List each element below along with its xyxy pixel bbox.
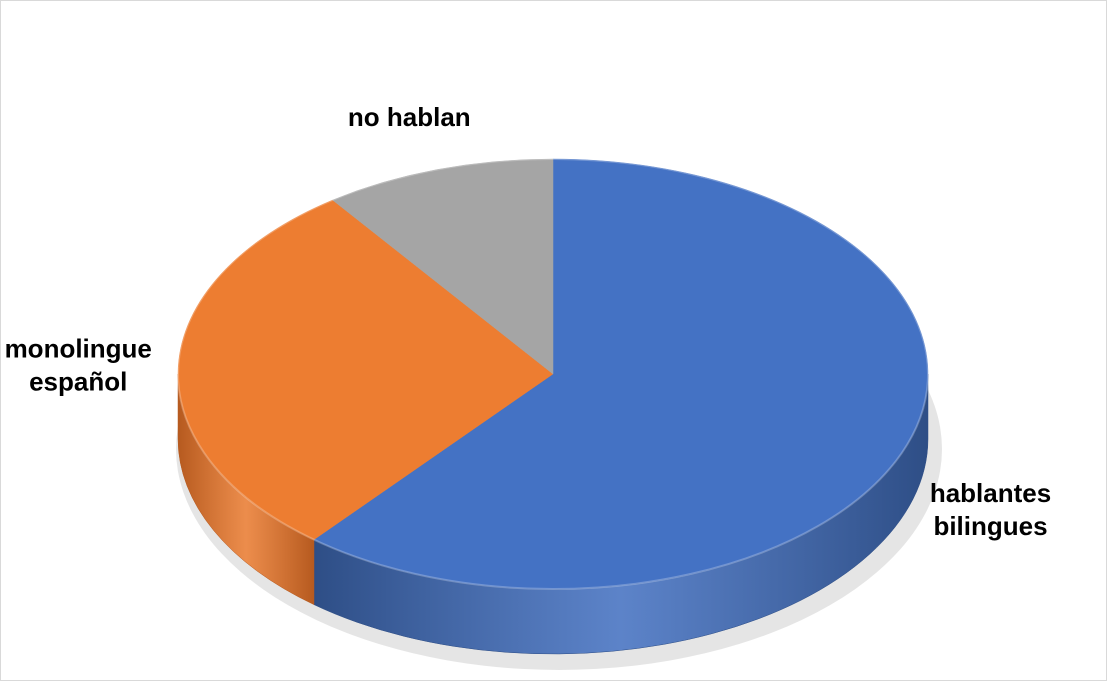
- slice-label-line: monolingue: [5, 334, 152, 364]
- slice-label-line: no hablan: [348, 102, 471, 132]
- pie-rim: [177, 158, 929, 590]
- pie-slice-3[interactable]: [332, 158, 554, 375]
- slice-label-line: hablantes: [930, 478, 1051, 508]
- slice-label-1: hablantes bilingues: [930, 478, 1051, 541]
- pie-slice-2[interactable]: [177, 199, 554, 540]
- slice-label-line: bilingues: [933, 511, 1047, 541]
- pie-slice-1[interactable]: [313, 158, 929, 590]
- slice-label-3: no hablan: [348, 102, 471, 132]
- slice-label-2: monolingue español: [5, 334, 152, 397]
- slice-label-line: español: [29, 367, 127, 397]
